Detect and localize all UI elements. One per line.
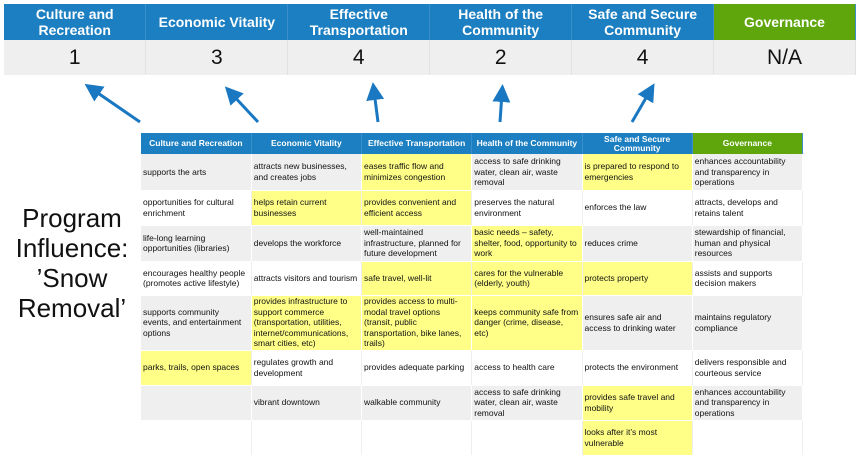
table-cell: access to safe drinking water, clean air… — [471, 154, 583, 191]
arrows — [84, 82, 655, 124]
table-cell: access to safe drinking water, clean air… — [471, 385, 583, 421]
table-row: life-long learning opportunities (librar… — [141, 225, 804, 262]
table-cell: preserves the natural environment — [471, 190, 583, 226]
matrix-column-header: Safe and Secure Community — [582, 133, 693, 154]
summary-score: 3 — [145, 40, 289, 75]
table-cell: provides adequate parking — [361, 350, 473, 386]
table-row: parks, trails, open spaces regulates grow… — [141, 350, 804, 386]
table-cell: provides access to multi-modal travel op… — [361, 295, 473, 351]
matrix-column-header: Culture and Recreation — [141, 133, 252, 154]
matrix-column-header: Governance — [692, 133, 804, 154]
table-cell: assists and supports decision makers — [692, 261, 804, 296]
table-cell: enforces the law — [582, 190, 693, 226]
summary-column-header: Governance — [713, 4, 856, 40]
summary-column-header: Health of the Community — [429, 4, 573, 40]
table-cell: provides convenient and efficient access — [361, 190, 473, 226]
summary-column-header: Economic Vitality — [145, 4, 289, 40]
table-row: supports community events, and entertain… — [141, 295, 804, 351]
summary-score: 2 — [429, 40, 573, 75]
table-cell: safe travel, well-lit — [361, 261, 473, 296]
matrix-header-row: Culture and Recreation Economic Vitality E… — [141, 133, 804, 154]
table-cell: ensures safe air and access to drinking … — [582, 295, 693, 351]
table-cell: regulates growth and development — [251, 350, 363, 386]
summary-column-header: Effective Transportation — [287, 4, 431, 40]
table-cell: protects property — [582, 261, 693, 296]
table-cell: reduces crime — [582, 225, 693, 262]
table-cell: supports the arts — [141, 154, 252, 191]
table-row: supports the arts attracts new businesses… — [141, 154, 804, 191]
table-cell — [361, 420, 473, 456]
label-line: ’Snow — [36, 263, 108, 293]
table-cell: keeps community safe from danger (crime,… — [471, 295, 583, 351]
summary-score: 4 — [287, 40, 431, 75]
table-cell: protects the environment — [582, 350, 693, 386]
arrow-icon — [630, 83, 655, 123]
table-cell: eases traffic flow and minimizes congest… — [361, 154, 473, 191]
table-cell: cares for the vulnerable (elderly, youth… — [471, 261, 583, 296]
arrow-icon — [366, 82, 385, 123]
summary-score: 1 — [4, 40, 147, 75]
summary-score-row: 1 3 4 2 4 N/A — [4, 40, 856, 75]
table-cell: well-maintained infrastructure, planned … — [361, 225, 473, 262]
matrix-column-header: Health of the Community — [471, 133, 583, 154]
label-line: Removal’ — [17, 293, 127, 323]
table-row: opportunities for cultural enrichment hel… — [141, 190, 804, 226]
summary-score: N/A — [713, 40, 856, 75]
label-line: Program — [22, 203, 122, 233]
table-row: vibrant downtown walkable community access… — [141, 385, 804, 421]
summary-column-header: Safe and Secure Community — [571, 4, 715, 40]
arrow-icon — [224, 86, 260, 124]
table-cell — [141, 385, 252, 421]
table-cell: helps retain current businesses — [251, 190, 363, 226]
table-cell: enhances accountability and transparency… — [692, 154, 804, 191]
program-influence-label: Program Influence: ’Snow Removal’ — [8, 203, 136, 323]
table-cell — [692, 420, 804, 456]
table-cell: maintains regulatory compliance — [692, 295, 804, 351]
summary-column-header: Culture and Recreation — [4, 4, 147, 40]
summary-header-row: Culture and Recreation Economic Vitality E… — [4, 4, 856, 40]
table-cell: access to health care — [471, 350, 583, 386]
table-cell: stewardship of financial, human and phys… — [692, 225, 804, 262]
table-cell — [251, 420, 363, 456]
table-cell: walkable community — [361, 385, 473, 421]
matrix-column-header: Effective Transportation — [361, 133, 473, 154]
table-cell: delivers responsible and courteous servi… — [692, 350, 804, 386]
table-cell: provides infrastructure to support comme… — [251, 295, 363, 351]
table-cell — [141, 420, 252, 456]
table-cell: parks, trails, open spaces — [141, 350, 252, 386]
arrow-icon — [492, 84, 511, 123]
matrix-column-header: Economic Vitality — [251, 133, 363, 154]
table-row: encourages healthy people (promotes acti… — [141, 261, 804, 296]
table-cell: vibrant downtown — [251, 385, 363, 421]
summary-score: 4 — [571, 40, 715, 75]
table-cell: develops the workforce — [251, 225, 363, 262]
arrow-icon — [84, 83, 141, 124]
table-cell: enhances accountability and transparency… — [692, 385, 804, 421]
influence-matrix: Culture and Recreation Economic Vitality E… — [141, 133, 804, 456]
table-cell: looks after it’s most vulnerable — [582, 420, 693, 456]
table-cell: attracts visitors and tourism — [251, 261, 363, 296]
table-cell: attracts, develops and retains talent — [692, 190, 804, 226]
label-line: Influence: — [15, 233, 129, 263]
table-cell — [471, 420, 583, 456]
table-cell: is prepared to respond to emergencies — [582, 154, 693, 191]
summary-table: Culture and Recreation Economic Vitality E… — [4, 4, 856, 75]
table-cell: encourages healthy people (promotes acti… — [141, 261, 252, 296]
table-cell: attracts new businesses, and creates job… — [251, 154, 363, 191]
table-cell: life-long learning opportunities (librar… — [141, 225, 252, 262]
table-cell: supports community events, and entertain… — [141, 295, 252, 351]
table-cell: opportunities for cultural enrichment — [141, 190, 252, 226]
table-cell: provides safe travel and mobility — [582, 385, 693, 421]
table-row: looks after it’s most vulnerable — [141, 420, 804, 456]
table-cell: basic needs – safety, shelter, food, opp… — [471, 225, 583, 262]
